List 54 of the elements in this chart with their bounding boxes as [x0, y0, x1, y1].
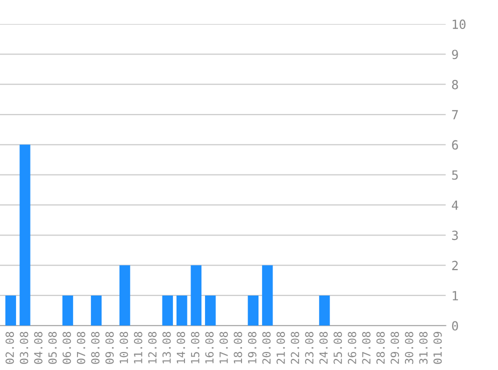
x-tick-label: 18.08 [234, 332, 242, 364]
bar [162, 295, 173, 326]
bar [262, 265, 273, 326]
y-tick-label: 9 [452, 50, 458, 60]
x-tick-label: 30.08 [404, 332, 414, 364]
y-tick-label: 2 [452, 260, 458, 270]
y-tick-label: 10 [452, 20, 466, 30]
x-tick-label: 24.08 [319, 332, 328, 364]
x-tick-label: 11.08 [134, 332, 142, 364]
x-tick-label: 01.09 [433, 332, 442, 364]
x-tick-label: 12.08 [148, 332, 157, 364]
x-tick-label: 03.08 [20, 332, 28, 364]
x-tick-label: 25.08 [334, 332, 342, 364]
bar [5, 295, 16, 326]
x-tick-label: 06.08 [62, 332, 71, 364]
x-tick-label: 14.08 [176, 332, 186, 364]
y-tick-label: 0 [452, 321, 458, 331]
x-tick-label: 17.08 [219, 332, 228, 364]
bar [62, 295, 74, 326]
x-tick-label: 07.08 [76, 332, 86, 364]
y-tick-label: 8 [452, 80, 458, 90]
x-tick-label: 09.08 [105, 332, 114, 364]
x-tick-label: 02.08 [6, 332, 14, 364]
y-tick-label: 6 [452, 140, 458, 150]
bar [20, 144, 30, 326]
y-tick-label: 1 [452, 291, 458, 300]
y-tick-label: 5 [452, 170, 458, 180]
x-tick-label: 15.08 [190, 332, 200, 364]
bar [190, 265, 202, 326]
bar [119, 265, 130, 326]
x-tick-label: 29.08 [390, 332, 400, 364]
bar [176, 295, 188, 326]
x-tick-label: 16.08 [205, 332, 214, 364]
x-tick-label: 20.08 [262, 332, 271, 364]
x-tick-label: 19.08 [248, 332, 256, 364]
x-tick-label: 08.08 [91, 332, 100, 364]
x-tick-label: 04.08 [34, 332, 42, 364]
x-tick-label: 21.08 [276, 332, 285, 364]
x-tick-label: 27.08 [362, 332, 371, 364]
y-tick-label: 4 [452, 200, 458, 210]
x-tick-label: 10.08 [120, 332, 128, 364]
x-tick-label: 26.08 [348, 332, 356, 364]
y-tick-label: 7 [452, 110, 458, 120]
y-tick-label: 3 [452, 230, 458, 240]
bar [205, 295, 216, 326]
x-tick-label: 31.08 [419, 332, 428, 364]
x-tick-label: 28.08 [376, 332, 385, 364]
x-tick-label: 23.08 [305, 332, 314, 364]
x-tick-label: 05.08 [48, 332, 57, 364]
bar [248, 295, 259, 326]
x-tick-label: 22.08 [290, 332, 300, 364]
x-tick-label: 13.08 [162, 332, 171, 364]
bar [90, 295, 102, 326]
bar [319, 295, 330, 326]
